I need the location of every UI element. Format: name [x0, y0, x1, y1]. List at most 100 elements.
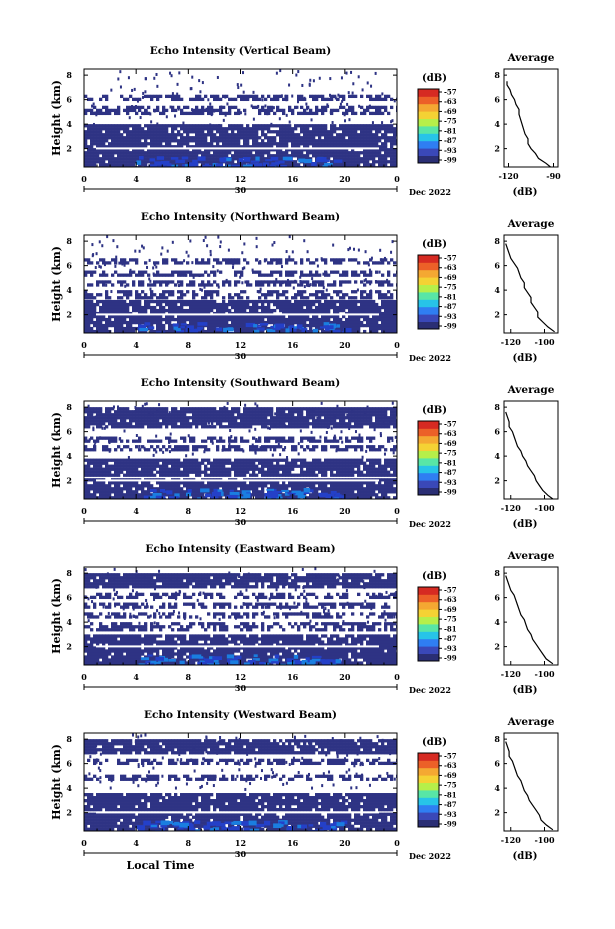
y-tick-label: 2	[66, 476, 72, 486]
x-tick-label: 16	[287, 174, 299, 184]
colorbar-tick-label: -87	[444, 800, 457, 809]
colorbar-segment	[418, 148, 439, 156]
colorbar-unit: (dB)	[422, 73, 447, 84]
x-tick-label: 20	[339, 672, 351, 682]
colorbar-segment	[418, 646, 439, 654]
x-tick-label: 0	[394, 838, 400, 848]
y-tick-label: 6	[66, 593, 72, 603]
average-title: Average	[507, 716, 555, 728]
colorbar-segment	[418, 118, 439, 127]
colorbar-segment	[418, 812, 439, 820]
x-tick-label: 20	[339, 838, 351, 848]
x-tick-label: 12	[235, 838, 246, 848]
average-y-tick-label: 2	[494, 642, 500, 652]
average-title: Average	[507, 218, 555, 230]
panel-4: Echo Intensity (Eastward Beam)2468Height…	[50, 543, 559, 696]
colorbar-segment	[418, 616, 439, 625]
average-profile-line	[505, 411, 554, 500]
panel-title: Echo Intensity (Vertical Beam)	[150, 45, 331, 57]
average-x-tick-label: -120	[501, 669, 521, 679]
y-tick-label: 8	[66, 568, 72, 578]
average-frame	[503, 566, 559, 666]
average-x-tick-label: -100	[534, 337, 554, 347]
colorbar-segment	[418, 472, 439, 481]
x-tick-label: 8	[186, 340, 192, 350]
colorbar-segment	[418, 269, 439, 278]
colorbar-segment	[418, 487, 439, 496]
y-axis-label: Height (km)	[50, 246, 63, 322]
x-tick-label: 12	[235, 174, 246, 184]
x-tick-label: 16	[287, 340, 299, 350]
average-y-tick-label: 6	[494, 759, 500, 769]
date-label: Dec 2022	[409, 851, 451, 861]
colorbar-tick-label: -63	[444, 595, 457, 604]
colorbar-segment	[418, 587, 439, 595]
average-x-tick-label: -100	[534, 669, 554, 679]
colorbar-tick-label: -81	[444, 790, 457, 799]
colorbar-segment	[418, 262, 439, 271]
colorbar-segment	[418, 760, 439, 769]
colorbar-segment	[418, 255, 439, 263]
date-day: 30	[235, 185, 247, 195]
average-y-tick-label: 2	[494, 144, 500, 154]
y-tick-label: 6	[66, 261, 72, 271]
colorbar-tick-label: -63	[444, 263, 457, 272]
x-tick-label: 4	[133, 340, 139, 350]
colorbar-segment	[418, 277, 439, 285]
date-label: Dec 2022	[409, 685, 451, 695]
date-label: Dec 2022	[409, 353, 451, 363]
y-tick-label: 4	[66, 119, 72, 129]
average-profile-line	[505, 575, 554, 665]
colorbar-tick-label: -93	[444, 810, 457, 819]
colorbar-segment	[418, 753, 439, 761]
y-tick-label: 6	[66, 95, 72, 105]
average-y-tick-label: 4	[494, 285, 500, 295]
colorbar-tick-label: -87	[444, 302, 457, 311]
colorbar-tick-label: -63	[444, 761, 457, 770]
echo-heatmap	[84, 733, 397, 831]
date-day: 30	[235, 683, 247, 693]
x-tick-label: 12	[235, 506, 246, 516]
colorbar-segment	[418, 819, 439, 828]
echo-heatmap	[84, 567, 397, 665]
x-tick-label: 0	[81, 174, 87, 184]
colorbar-segment	[418, 638, 439, 647]
colorbar-segment	[418, 428, 439, 437]
colorbar-tick-label: -75	[444, 781, 457, 790]
colorbar-tick-label: -99	[444, 488, 457, 497]
y-tick-label: 4	[66, 783, 72, 793]
colorbar-segment	[418, 284, 439, 293]
panel-title: Echo Intensity (Southward Beam)	[141, 377, 340, 389]
x-tick-label: 4	[133, 672, 139, 682]
y-tick-label: 6	[66, 759, 72, 769]
average-x-label: (dB)	[513, 685, 538, 696]
colorbar-tick-label: -99	[444, 820, 457, 829]
colorbar-tick-label: -75	[444, 615, 457, 624]
average-title: Average	[507, 52, 555, 64]
colorbar-frame	[417, 420, 440, 496]
colorbar-tick-label: -81	[444, 292, 457, 301]
colorbar-segment	[418, 443, 439, 451]
average-title: Average	[507, 384, 555, 396]
echo-heatmap	[84, 69, 397, 167]
y-tick-label: 8	[66, 402, 72, 412]
colorbar-tick-label: -69	[444, 439, 457, 448]
y-tick-label: 2	[66, 144, 72, 154]
colorbar-segment	[418, 96, 439, 105]
colorbar-unit: (dB)	[422, 571, 447, 582]
x-tick-label: 16	[287, 506, 299, 516]
average-y-tick-label: 4	[494, 119, 500, 129]
colorbar-segment	[418, 767, 439, 776]
x-tick-label: 0	[394, 174, 400, 184]
x-tick-label: 0	[81, 838, 87, 848]
average-y-tick-label: 8	[494, 402, 500, 412]
x-tick-label: 0	[394, 672, 400, 682]
x-tick-label: 4	[133, 506, 139, 516]
y-tick-label: 8	[66, 734, 72, 744]
echo-heatmap	[84, 235, 397, 333]
colorbar-tick-label: -69	[444, 107, 457, 116]
colorbar-tick-label: -69	[444, 771, 457, 780]
colorbar-segment	[418, 111, 439, 119]
colorbar-tick-label: -75	[444, 449, 457, 458]
panel-3: Echo Intensity (Southward Beam)2468Heigh…	[50, 377, 559, 530]
